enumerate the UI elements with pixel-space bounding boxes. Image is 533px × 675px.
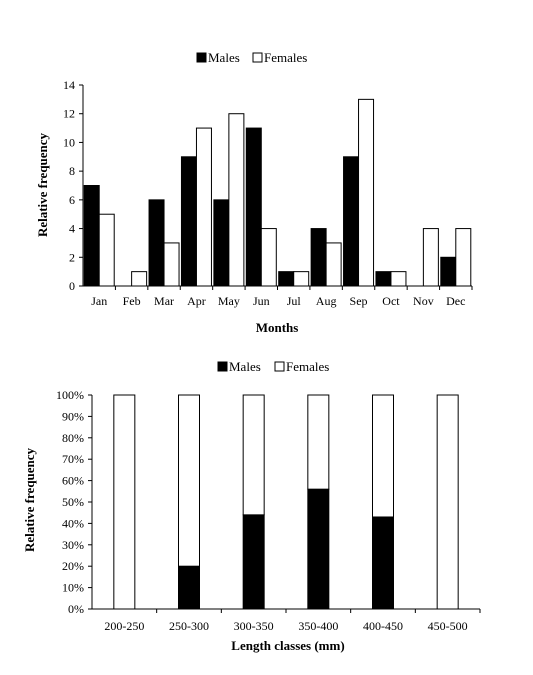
y-axis-title-1: Relative frequency	[35, 132, 50, 237]
bar-females-400-450	[372, 394, 394, 518]
bar-females-aug	[325, 242, 342, 287]
bar-females-200-250	[113, 394, 136, 610]
legend-males-swatch	[217, 361, 228, 372]
bar-females-apr	[195, 127, 212, 287]
bar-males-jul	[278, 271, 295, 287]
bar-females-250-300	[178, 394, 200, 567]
bar-males-400-450	[372, 516, 394, 610]
bar-males-mar	[148, 199, 165, 287]
monthly-chart: Males Females 0 2 4 6 8 10 12 14 Jan Feb Mar Apr Ma…	[35, 50, 473, 335]
y-tick-label: 2	[69, 250, 75, 264]
x-tick-label: 200-250	[104, 619, 144, 633]
x-tick-label: May	[218, 294, 240, 308]
bar-males-350-400	[307, 488, 330, 610]
bar-males-300-350	[242, 514, 265, 610]
y-tick-label: 0	[69, 279, 75, 293]
y-tick-label: 20%	[62, 559, 84, 573]
y-tick-label: 10	[63, 135, 75, 149]
legend-females-label: Females	[286, 359, 329, 374]
x-tick-label: Oct	[382, 294, 400, 308]
bar-females-feb	[131, 271, 148, 287]
y-tick-label: 30%	[62, 538, 84, 552]
y-axis-title-2: Relative frequency	[22, 447, 37, 552]
bar-females-sep	[358, 98, 375, 287]
bar-females-jan	[98, 213, 115, 287]
bar-females-jul	[293, 271, 310, 287]
y-tick-label: 0%	[68, 602, 84, 616]
bar-males-oct	[375, 271, 392, 287]
bar-females-jun	[260, 228, 277, 287]
legend-females-swatch	[274, 361, 285, 372]
x-tick-label: Dec	[446, 294, 465, 308]
bar-males-may	[213, 199, 230, 287]
bar-females-450-500	[436, 394, 459, 610]
bar-females-nov	[422, 228, 439, 287]
y-tick-label: 90%	[62, 409, 84, 423]
x-tick-label: 250-300	[169, 619, 209, 633]
x-axis-title-2: Length classes (mm)	[231, 638, 344, 653]
y-tick-label: 10%	[62, 581, 84, 595]
legend-1: Males Females	[196, 50, 307, 65]
x-tick-label: Feb	[123, 294, 141, 308]
x-tick-label: Jan	[91, 294, 107, 308]
x-axis-title-1: Months	[256, 320, 299, 335]
y-tick-label: 80%	[62, 431, 84, 445]
y-tick-label: 8	[69, 164, 75, 178]
x-tick-label: Nov	[413, 294, 434, 308]
bar-females-dec	[455, 228, 472, 287]
bar-females-mar	[163, 242, 180, 287]
bar-females-may	[228, 113, 245, 287]
bar-males-250-300	[178, 565, 200, 610]
y-tick-label: 12	[63, 107, 75, 121]
y-tick-label: 4	[69, 222, 75, 236]
bar-females-oct	[390, 271, 407, 287]
bar-males-jan	[83, 185, 100, 287]
y-tick-label: 60%	[62, 474, 84, 488]
bar-females-300-350	[242, 394, 265, 516]
x-tick-label: 400-450	[363, 619, 403, 633]
bar-females-350-400	[307, 394, 330, 490]
legend-2: Males Females	[217, 359, 329, 374]
legend-males-swatch	[196, 52, 207, 63]
legend-females-label: Females	[264, 50, 307, 65]
x-tick-label: Sep	[350, 294, 368, 308]
x-tick-label: Jun	[253, 294, 270, 308]
bar-males-aug	[310, 228, 327, 287]
bar-males-dec	[440, 256, 457, 287]
legend-males-label: Males	[229, 359, 261, 374]
bar-males-jun	[245, 127, 262, 287]
bar-males-sep	[343, 156, 360, 287]
y-tick-label: 100%	[56, 388, 84, 402]
y-tick-label: 70%	[62, 452, 84, 466]
legend-females-swatch	[252, 52, 263, 63]
y-tick-label: 40%	[62, 516, 84, 530]
bar-males-apr	[180, 156, 197, 287]
x-tick-label: Aug	[316, 294, 337, 308]
x-tick-label: Mar	[154, 294, 174, 308]
x-tick-label: 450-500	[428, 619, 468, 633]
y-tick-label: 50%	[62, 495, 84, 509]
x-tick-label: Jul	[287, 294, 302, 308]
length-class-chart: Males Females 0% 10% 20% 30% 40% 50% 60% 70% 80%…	[22, 359, 481, 653]
legend-males-label: Males	[208, 50, 240, 65]
x-tick-label: Apr	[187, 294, 206, 308]
y-tick-label: 14	[63, 78, 75, 92]
x-tick-label: 300-350	[234, 619, 274, 633]
y-tick-label: 6	[69, 193, 75, 207]
x-tick-label: 350-400	[298, 619, 338, 633]
